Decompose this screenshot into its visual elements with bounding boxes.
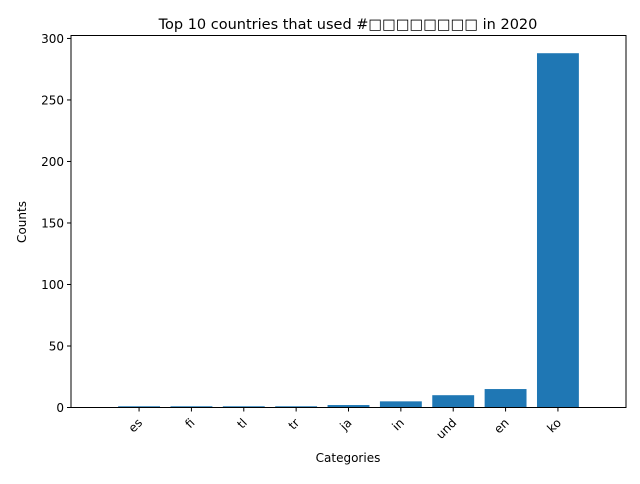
y-tick-label-50: 50 bbox=[49, 339, 64, 353]
bar-en bbox=[484, 389, 527, 408]
bar-es bbox=[118, 406, 161, 408]
chart-title: Top 10 countries that used #□□□□□□□□ in … bbox=[158, 17, 538, 33]
bar-tr bbox=[275, 406, 318, 408]
y-tick-label-250: 250 bbox=[41, 93, 64, 107]
y-tick-label-300: 300 bbox=[41, 32, 64, 46]
bar-fi bbox=[170, 406, 213, 408]
plot-area bbox=[118, 53, 579, 408]
y-tick-label-0: 0 bbox=[56, 401, 64, 415]
y-axis-label: Counts bbox=[15, 201, 29, 243]
bar-ko bbox=[536, 53, 579, 408]
y-tick-label-100: 100 bbox=[41, 278, 64, 292]
bar-und bbox=[432, 395, 475, 408]
x-axis-label: Categories bbox=[316, 451, 381, 465]
bar-ja bbox=[327, 405, 370, 408]
y-tick-label-150: 150 bbox=[41, 216, 64, 230]
bar-tl bbox=[222, 406, 265, 408]
y-axis: 0 50 100 150 200 250 300 bbox=[41, 32, 71, 415]
bar-in bbox=[379, 401, 422, 408]
y-tick-label-200: 200 bbox=[41, 155, 64, 169]
